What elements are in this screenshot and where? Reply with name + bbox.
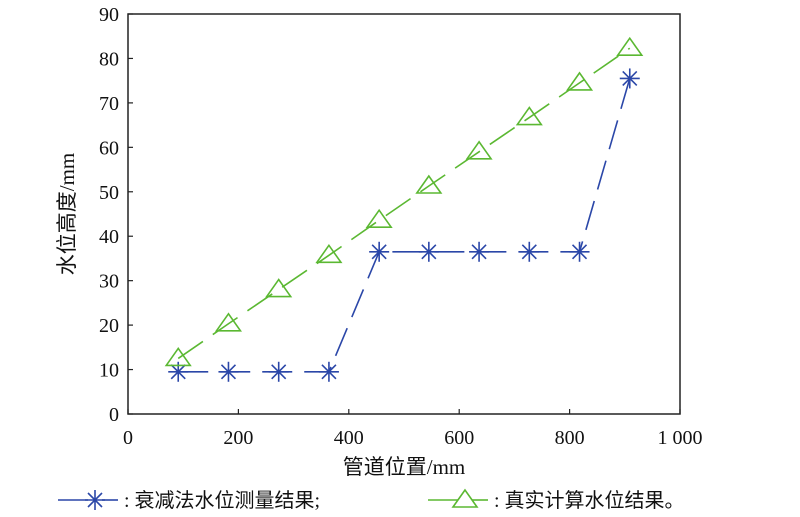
- data-point-triangle: [265, 278, 293, 298]
- y-tick-label: 80: [99, 48, 119, 70]
- data-point-triangle: [164, 347, 192, 367]
- data-point-asterisk: [218, 361, 239, 382]
- data-point-asterisk: [168, 361, 189, 382]
- data-point-asterisk: [519, 241, 540, 262]
- asterisk-stroke: [321, 364, 337, 380]
- data-point-asterisk: [268, 361, 289, 382]
- legend-item: : 衰减法水位测量结果;: [58, 489, 320, 512]
- asterisk-stroke: [571, 244, 588, 260]
- y-tick-label: 20: [99, 315, 119, 337]
- legend-triangle-icon: [451, 488, 479, 508]
- data-point-triangle: [465, 140, 493, 160]
- x-axis-label: 管道位置/mm: [343, 455, 466, 479]
- x-tick-label: 800: [555, 427, 585, 449]
- x-tick-label: 400: [334, 427, 364, 449]
- data-point-triangle: [315, 243, 343, 264]
- asterisk-stroke: [170, 364, 186, 380]
- y-tick-label: 60: [99, 137, 119, 159]
- series-line: [177, 47, 631, 360]
- asterisk-stroke: [421, 244, 437, 260]
- y-tick-label: 40: [99, 226, 119, 248]
- data-point-triangle: [616, 36, 644, 57]
- legend-label: : 真实计算水位结果。: [494, 489, 685, 512]
- series-line: [178, 78, 631, 373]
- legend-item: : 真实计算水位结果。: [428, 488, 685, 512]
- y-tick-label: 10: [99, 360, 119, 382]
- y-axis-label: 水位高度/mm: [55, 153, 79, 276]
- data-point-asterisk: [369, 241, 390, 262]
- y-tick-label: 30: [99, 271, 119, 293]
- y-tick-label: 70: [99, 93, 119, 115]
- data-point-triangle: [365, 208, 393, 229]
- y-tick-label: 0: [109, 404, 119, 426]
- data-point-asterisk: [418, 241, 439, 262]
- x-tick-label: 1 000: [658, 427, 703, 449]
- series-attenuation-measured: [168, 68, 640, 382]
- x-tick-label: 0: [123, 427, 133, 449]
- data-point-asterisk: [619, 68, 640, 89]
- y-tick-label: 90: [99, 4, 119, 26]
- asterisk-stroke: [271, 364, 287, 380]
- data-point-triangle: [565, 71, 594, 91]
- asterisk-stroke: [471, 244, 487, 260]
- asterisk-stroke: [521, 244, 537, 260]
- data-point-asterisk: [318, 361, 339, 382]
- x-tick-label: 600: [444, 427, 474, 449]
- asterisk-stroke: [371, 244, 387, 260]
- data-point-asterisk: [569, 241, 590, 262]
- asterisk-stroke: [220, 364, 237, 380]
- legend-asterisk-icon: [85, 490, 105, 510]
- data-point-triangle: [515, 106, 543, 126]
- data-point-asterisk: [469, 241, 490, 262]
- y-tick-label: 50: [99, 182, 119, 204]
- data-point-triangle: [415, 174, 443, 194]
- asterisk-stroke: [622, 70, 638, 87]
- asterisk-stroke: [87, 492, 103, 508]
- data-point-triangle: [214, 312, 243, 332]
- plot-frame: [127, 13, 681, 415]
- x-tick-label: 200: [223, 427, 253, 449]
- legend-label: : 衰减法水位测量结果;: [124, 489, 320, 512]
- series-true-calculated: [164, 36, 644, 367]
